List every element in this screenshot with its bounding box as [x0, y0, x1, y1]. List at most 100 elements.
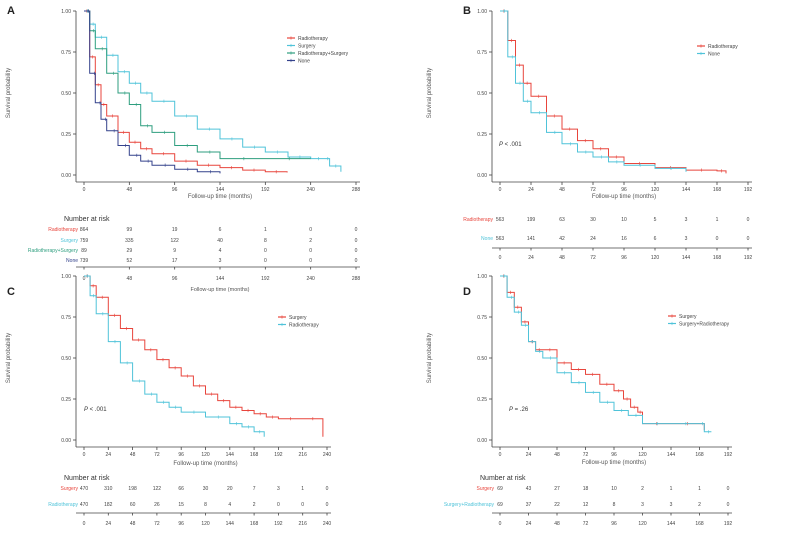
risk-count: 8: [204, 502, 207, 508]
risk-count: 470: [80, 502, 89, 508]
risk-count: 52: [127, 258, 133, 264]
risk-axis-tick-label: 240: [323, 521, 332, 527]
risk-count: 0: [264, 248, 267, 254]
risk-count: 470: [80, 486, 89, 492]
risk-count: 0: [747, 236, 750, 242]
y-tick-label: 0.75: [477, 315, 487, 321]
risk-table-title: Number at risk: [64, 216, 110, 223]
risk-count: 29: [127, 248, 133, 254]
risk-axis-tick-label: 24: [106, 521, 112, 527]
risk-count: 43: [526, 486, 532, 492]
risk-count: 63: [559, 217, 565, 223]
y-tick-label: 0.25: [477, 397, 487, 403]
risk-count: 2: [309, 238, 312, 244]
legend-label: Surgery: [679, 314, 697, 320]
risk-count: 1: [264, 227, 267, 233]
x-tick-label: 0: [499, 452, 502, 458]
x-tick-label: 192: [744, 187, 753, 193]
risk-count: 6: [219, 227, 222, 233]
risk-axis-tick-label: 192: [744, 255, 753, 261]
risk-count: 3: [685, 236, 688, 242]
y-axis-title: Survival probability: [427, 333, 433, 383]
risk-count: 2: [641, 486, 644, 492]
risk-count: 3: [685, 217, 688, 223]
risk-count: 15: [178, 502, 184, 508]
x-tick-label: 96: [178, 452, 184, 458]
x-tick-label: 48: [127, 187, 133, 193]
risk-count: 8: [613, 502, 616, 508]
legend-label: Radiotherapy: [298, 36, 328, 42]
risk-count: 0: [309, 258, 312, 264]
survival-curve-surgery-radiotherapy: [500, 275, 712, 433]
x-tick-label: 144: [226, 452, 235, 458]
risk-count: 20: [227, 486, 233, 492]
y-tick-label: 0.25: [61, 397, 71, 403]
risk-count: 0: [727, 486, 730, 492]
y-tick-label: 0.50: [477, 356, 487, 362]
risk-axis-tick-label: 216: [299, 521, 308, 527]
risk-count: 0: [301, 502, 304, 508]
legend-label: Radiotherapy: [708, 44, 738, 50]
x-tick-label: 144: [667, 452, 676, 458]
risk-count: 759: [80, 238, 89, 244]
y-tick-label: 0.25: [477, 132, 487, 138]
risk-axis-tick-label: 168: [250, 521, 259, 527]
risk-row-label: Surgery: [476, 486, 494, 492]
risk-count: 99: [127, 227, 133, 233]
x-axis-title: Follow-up time (months): [592, 194, 656, 200]
risk-row-label: Surgery+Radiotherapy: [444, 502, 495, 508]
risk-count: 198: [128, 486, 137, 492]
x-tick-label: 72: [590, 187, 596, 193]
risk-count: 42: [559, 236, 565, 242]
x-tick-label: 96: [611, 452, 617, 458]
risk-count: 89: [81, 248, 87, 254]
panel-letter: A: [7, 5, 15, 17]
risk-count: 1: [716, 217, 719, 223]
y-tick-label: 1.00: [477, 9, 487, 15]
y-axis-title: Survival probability: [6, 68, 12, 118]
y-tick-label: 0.50: [61, 356, 71, 362]
x-axis-title: Follow-up time (months): [582, 460, 646, 466]
risk-count: 0: [355, 227, 358, 233]
risk-count: 0: [264, 258, 267, 264]
risk-count: 3: [219, 258, 222, 264]
risk-count: 12: [583, 502, 589, 508]
y-tick-label: 0.25: [61, 132, 71, 138]
x-tick-label: 96: [621, 187, 627, 193]
risk-count: 1: [698, 486, 701, 492]
risk-row-label: Radiotherapy: [48, 502, 78, 508]
risk-table-title: Number at risk: [64, 475, 110, 482]
risk-count: 9: [173, 248, 176, 254]
risk-axis-tick-label: 144: [682, 255, 691, 261]
risk-count: 199: [527, 217, 536, 223]
risk-axis-tick-label: 144: [667, 521, 676, 527]
risk-count: 4: [219, 248, 222, 254]
risk-count: 17: [172, 258, 178, 264]
risk-count: 26: [154, 502, 160, 508]
risk-count: 0: [309, 248, 312, 254]
risk-row-label: Surgery: [60, 238, 78, 244]
y-tick-label: 1.00: [477, 274, 487, 280]
y-tick-label: 0.75: [61, 315, 71, 321]
x-tick-label: 72: [154, 452, 160, 458]
survival-curve-none: [500, 10, 687, 172]
risk-axis-tick-label: 96: [611, 521, 617, 527]
x-tick-label: 0: [499, 187, 502, 193]
y-tick-label: 0.00: [477, 438, 487, 444]
risk-count: 310: [104, 486, 113, 492]
x-tick-label: 48: [554, 452, 560, 458]
risk-count: 122: [153, 486, 162, 492]
x-tick-label: 120: [651, 187, 660, 193]
legend-label: Surgery+Radiotherapy: [679, 322, 730, 328]
x-tick-label: 216: [299, 452, 308, 458]
x-tick-label: 24: [526, 452, 532, 458]
risk-axis-tick-label: 0: [83, 276, 86, 282]
risk-axis-tick-label: 48: [554, 521, 560, 527]
x-tick-label: 192: [261, 187, 270, 193]
risk-axis-title: Follow-up time (months): [191, 287, 250, 293]
risk-axis-tick-label: 96: [178, 521, 184, 527]
risk-count: 0: [355, 248, 358, 254]
y-tick-label: 0.00: [61, 438, 71, 444]
risk-count: 563: [496, 217, 505, 223]
risk-count: 0: [716, 236, 719, 242]
